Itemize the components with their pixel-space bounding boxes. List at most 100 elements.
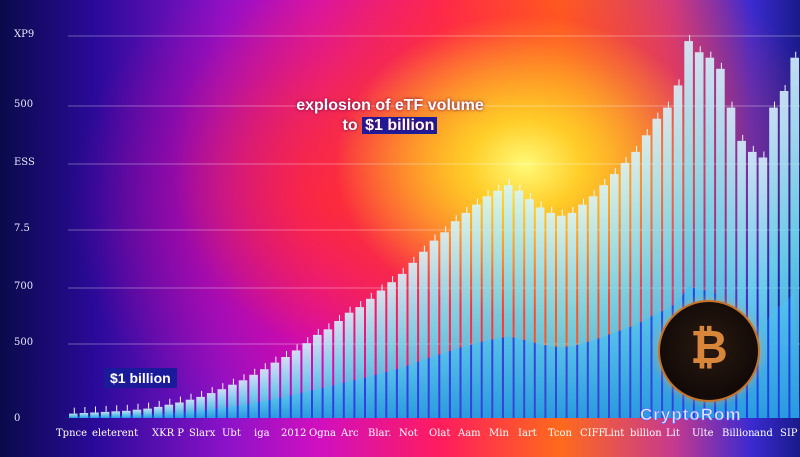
x-tick-label: Olat: [429, 428, 451, 439]
bar: [143, 408, 152, 418]
bar: [249, 374, 258, 418]
annotation-line-1: explosion of eTF volume: [296, 97, 484, 114]
bar: [217, 389, 227, 418]
bar: [652, 118, 662, 418]
bar: [281, 357, 290, 418]
x-tick-label: Aam: [458, 428, 481, 439]
y-tick-label: 0: [14, 413, 21, 424]
bar: [472, 204, 481, 418]
y-tick-label: 500: [14, 337, 34, 348]
annotation-etf-volume: explosion of eTF volume to $1 billion: [290, 96, 490, 136]
bar: [631, 151, 640, 418]
bar: [599, 185, 608, 418]
bar: [525, 199, 534, 418]
bar: [132, 409, 142, 418]
bitcoin-glyph: ₿: [690, 320, 728, 374]
x-tick-label: billion: [630, 428, 662, 439]
x-tick-label: Ulte: [692, 428, 714, 439]
x-tick-label: Ogna: [309, 428, 337, 439]
x-tick-label: Not: [399, 428, 418, 439]
brand-watermark: CryptoRom: [640, 405, 742, 425]
bar: [726, 107, 736, 418]
x-tick-label: Lit: [666, 428, 680, 439]
bar: [206, 393, 216, 418]
bar: [344, 312, 354, 418]
bar: [291, 350, 301, 418]
bar: [641, 135, 651, 419]
bar: [504, 185, 513, 418]
bar: [567, 212, 577, 418]
bar: [79, 413, 89, 418]
bar: [440, 232, 449, 418]
bar: [578, 204, 587, 418]
bar: [111, 411, 120, 418]
y-tick-label: 700: [14, 281, 34, 292]
bar: [737, 140, 746, 418]
x-tick-label: and: [754, 428, 773, 439]
bar: [302, 343, 311, 418]
bar: [546, 212, 555, 418]
y-tick-label: ESS: [14, 157, 35, 168]
bar: [482, 196, 492, 418]
bar: [334, 321, 343, 418]
bar: [684, 41, 693, 418]
y-tick-label: 7.5: [14, 223, 30, 234]
bar: [90, 412, 99, 418]
bar: [790, 57, 799, 418]
bar: [694, 52, 704, 418]
bar: [376, 290, 386, 418]
bar: [419, 251, 428, 418]
bar: [450, 221, 460, 418]
annotation-line-2-prefix: to: [342, 117, 358, 134]
x-tick-label: Billion: [722, 428, 755, 439]
bar: [153, 406, 163, 418]
x-tick-label: 2012: [281, 428, 307, 439]
y-tick-label: XP9: [14, 29, 35, 40]
bar: [461, 212, 471, 418]
x-tick-label: SIP: [780, 428, 798, 439]
bar: [100, 411, 110, 418]
x-tick-label: Ubt: [222, 428, 241, 439]
bar: [769, 107, 778, 418]
x-tick-label: Tpnce: [56, 428, 88, 439]
bar: [122, 410, 131, 418]
bar: [535, 207, 545, 418]
bar: [69, 413, 78, 418]
bar: [164, 404, 174, 418]
bar: [175, 402, 184, 418]
bar: [313, 334, 322, 418]
bar: [620, 163, 630, 418]
bar: [673, 85, 683, 419]
bar: [355, 307, 364, 418]
bar: [323, 329, 333, 418]
bar: [493, 190, 502, 418]
x-tick-label: iga: [254, 428, 270, 439]
bar: [196, 396, 205, 418]
bar: [366, 298, 375, 418]
x-tick-label: Tcon: [548, 428, 572, 439]
bar: [748, 151, 757, 418]
x-tick-label: Blar.: [368, 428, 392, 439]
bar: [429, 240, 439, 418]
bar: [228, 384, 237, 418]
bar: [408, 262, 418, 418]
x-tick-label: Slarx: [189, 428, 216, 439]
x-tick-label: eleterent: [92, 428, 139, 439]
bar: [557, 215, 566, 418]
x-tick-label: Arc: [341, 428, 359, 439]
x-tick-label: XKR P: [152, 428, 185, 439]
bar: [514, 190, 524, 418]
bar: [610, 174, 619, 418]
bar: [663, 107, 672, 418]
annotation-highlight: $1 billion: [362, 117, 438, 134]
y-tick-label: 500: [14, 99, 34, 110]
x-tick-label: CIFF: [580, 428, 606, 439]
bar: [387, 282, 396, 418]
bar: [779, 91, 789, 418]
annotation-one-billion: $1 billion: [104, 368, 177, 388]
x-tick-label: Min: [489, 428, 509, 439]
bar: [260, 369, 269, 418]
annotation-line-2: to $1 billion: [290, 116, 490, 136]
